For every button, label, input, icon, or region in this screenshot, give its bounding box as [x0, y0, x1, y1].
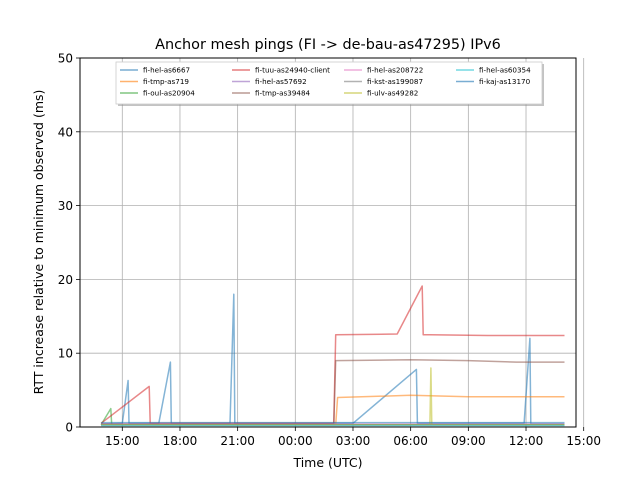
legend-label: fi-oul-as20904 [143, 89, 195, 98]
plot-frame [79, 57, 577, 428]
legend-label: fi-hel-as60354 [479, 66, 531, 75]
legend: fi-hel-as6667 fi-tmp-as719 fi-oul-as20904 f… [115, 61, 544, 106]
y-tick-label: 50 [58, 52, 73, 66]
series-line [101, 293, 565, 425]
legend-label: fi-tmp-as719 [143, 77, 189, 86]
legend-label: fi-tuu-as24940-client [255, 66, 330, 75]
y-tick-label: 10 [58, 347, 73, 361]
legend-label: fi-ulv-as49282 [367, 89, 418, 98]
x-tick-label: 09:00 [451, 434, 486, 448]
series-line [100, 285, 565, 425]
legend-label: fi-hel-as6667 [143, 66, 190, 75]
x-tick-label: 18:00 [163, 434, 198, 448]
x-tick-label: 03:00 [336, 434, 371, 448]
x-tick-label: 15:00 [105, 434, 140, 448]
y-axis-label: RTT increase relative to minimum observe… [31, 90, 46, 395]
x-tick-label: 00:00 [278, 434, 313, 448]
x-tick-label: 12:00 [509, 434, 544, 448]
legend-label: fi-kaj-as13170 [479, 77, 531, 86]
chart-title: Anchor mesh pings (FI -> de-bau-as47295)… [155, 37, 501, 53]
x-tick-label: 21:00 [220, 434, 255, 448]
y-tick-label: 0 [65, 421, 73, 435]
x-axis-label: Time (UTC) [292, 455, 362, 470]
x-tick-label: 15:00 [566, 434, 601, 448]
legend-label: fi-kst-as199087 [367, 77, 423, 86]
y-tick-label: 30 [58, 199, 73, 213]
series-layer [100, 285, 565, 427]
x-tick-label: 06:00 [393, 434, 428, 448]
legend-label: fi-hel-as57692 [255, 77, 307, 86]
legend-label: fi-hel-as208722 [367, 66, 423, 75]
y-tick-label: 40 [58, 125, 73, 139]
tick-layer: 15:00 18:00 21:00 00:00 03:00 06:00 09:00 12:00… [58, 52, 601, 449]
legend-box [115, 61, 543, 105]
y-tick-label: 20 [58, 273, 73, 287]
legend-label: fi-tmp-as39484 [255, 89, 311, 98]
